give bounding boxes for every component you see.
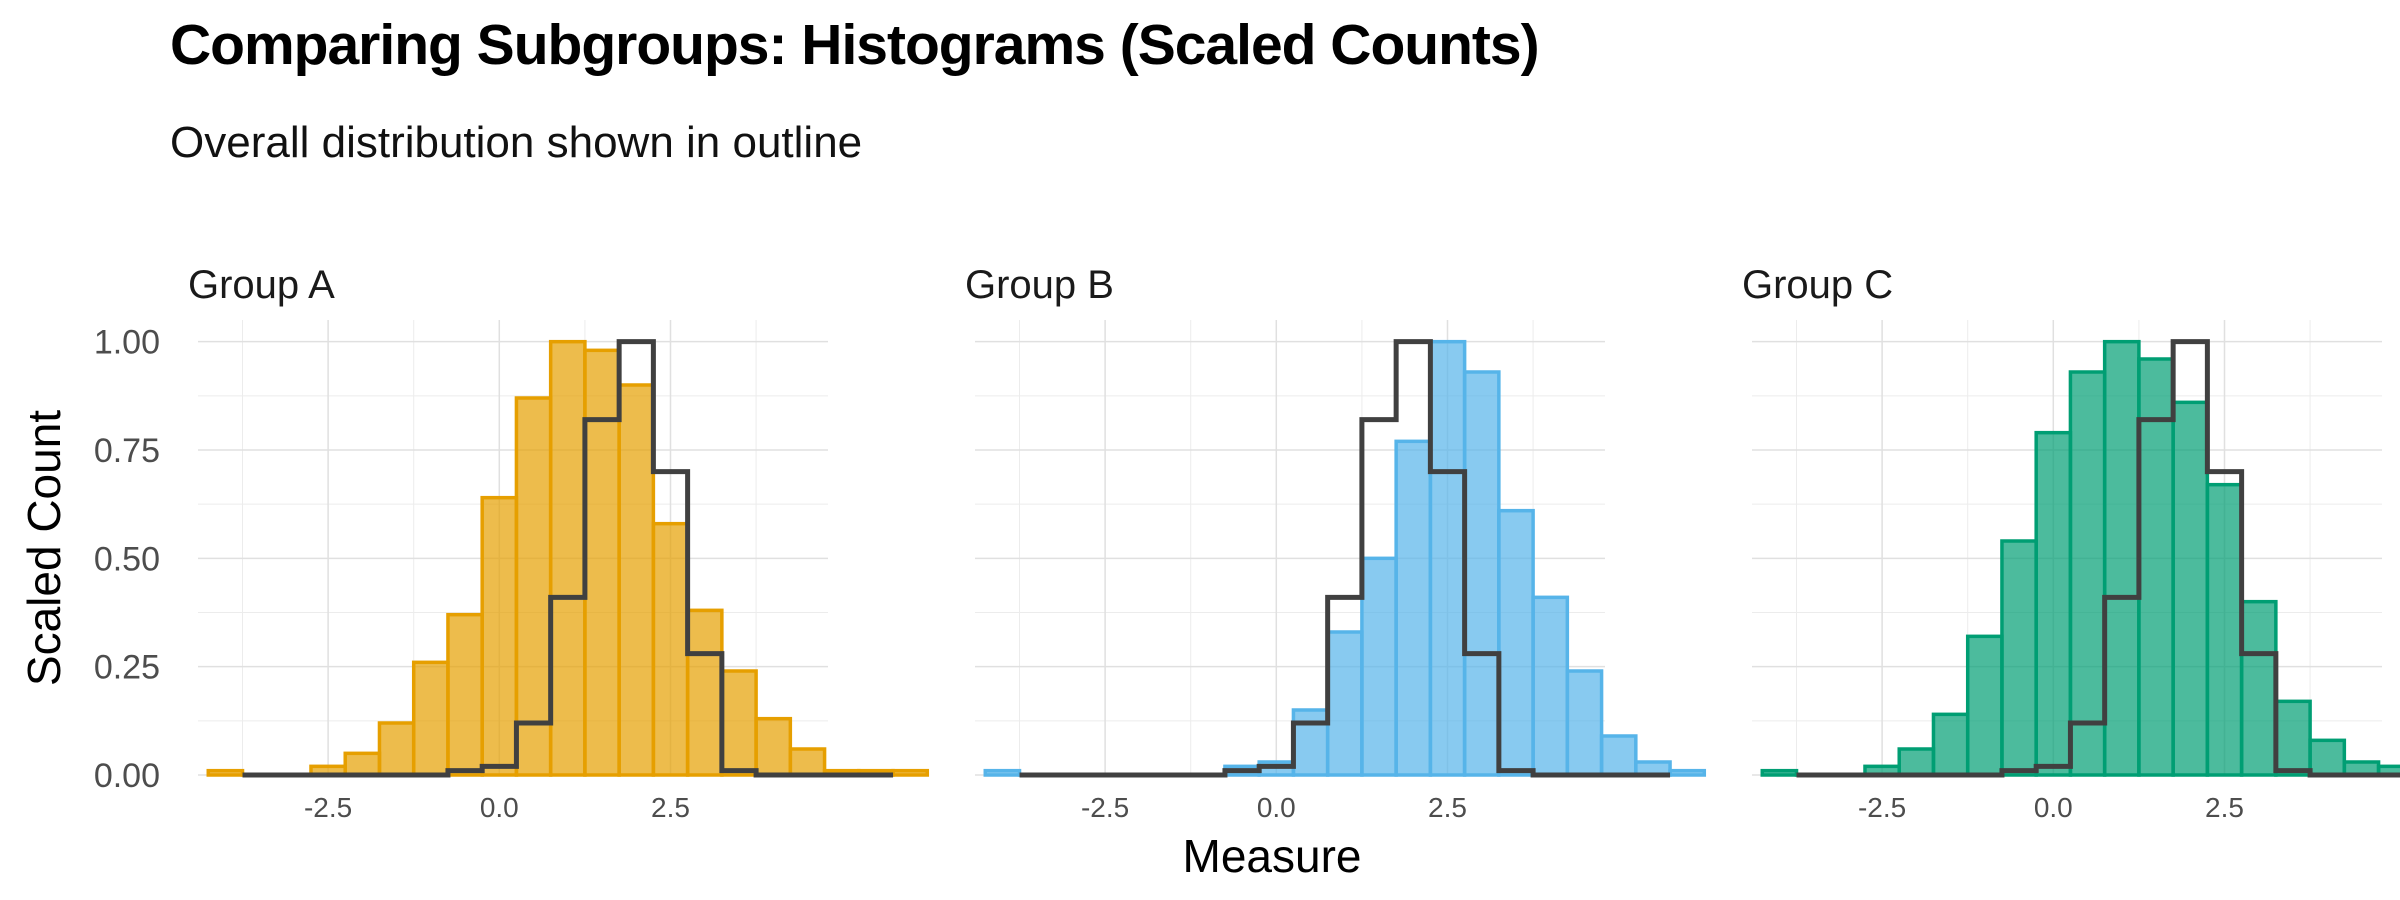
x-tick-label: -2.5 (1081, 792, 1129, 823)
histogram-bar (2205, 482, 2244, 777)
panel-title: Group C (1742, 263, 1893, 307)
y-tick-label: 1.00 (94, 324, 160, 362)
histogram-bar (480, 495, 519, 777)
histogram-bar (1531, 595, 1570, 777)
overall-outline (1796, 339, 2400, 778)
panel-title: Group B (965, 263, 1114, 307)
panel-2: Group B -2.5 0.0 2.5 (965, 263, 1707, 823)
histogram-bar (1668, 768, 1707, 777)
y-tick-label: 0.75 (94, 432, 160, 470)
histogram-bar (2068, 370, 2107, 777)
histogram-bar (651, 521, 690, 777)
histogram-bar (1325, 630, 1364, 777)
histogram-bar (754, 716, 793, 777)
histogram-bar (1565, 669, 1604, 777)
x-tick-label: -2.5 (304, 792, 352, 823)
y-tick-label: 0.50 (94, 540, 160, 578)
histogram-bar (583, 348, 621, 777)
panel-title: Group A (188, 263, 335, 307)
x-tick-label: 2.5 (1428, 792, 1467, 823)
chart-subtitle: Overall distribution shown in outline (170, 118, 863, 167)
x-tick-label: 0.0 (1257, 792, 1296, 823)
histogram-bar (2308, 738, 2347, 777)
overall-outline (1019, 339, 1671, 778)
histogram-bar (446, 612, 484, 777)
histogram-bar (1291, 708, 1330, 777)
histogram-bar (377, 721, 416, 777)
histogram-bar (983, 768, 1022, 777)
x-tick-label: 2.5 (2205, 792, 2244, 823)
panel-1: Group A -2.5 0.0 2.5 0.00 0.25 0.50 0.75 1.00 (94, 263, 930, 823)
x-tick-label: 0.0 (480, 792, 519, 823)
overall-outline (242, 339, 894, 778)
histogram-bar (2274, 699, 2312, 777)
y-tick-label: 0.25 (94, 649, 160, 687)
histogram-bar (2102, 339, 2141, 777)
x-tick-label: 0.0 (2034, 792, 2073, 823)
histogram-bar (2171, 400, 2210, 777)
histogram-bar (1462, 370, 1501, 777)
histogram-bar (411, 660, 450, 777)
histogram-bar (891, 768, 930, 777)
histogram-bar (1360, 556, 1398, 777)
histogram-bar (2239, 599, 2278, 777)
histogram-bar (514, 396, 553, 777)
x-tick-label: -2.5 (1858, 792, 1906, 823)
histogram-bar (1394, 439, 1433, 777)
histogram-bar (1497, 508, 1535, 777)
histogram-bar (1897, 747, 1936, 777)
y-tick-label: 0.00 (94, 757, 160, 795)
histogram-bar (1931, 712, 1970, 777)
histogram-bar (2000, 539, 2038, 777)
histogram-bar (1760, 768, 1799, 777)
histogram-bar (1965, 634, 2004, 777)
panel-3: Group C -2.5 0.0 2.5 (1742, 263, 2400, 823)
x-tick-label: 2.5 (651, 792, 690, 823)
histogram-bar (1428, 339, 1467, 777)
y-axis-title: Scaled Count (18, 410, 70, 686)
histogram-bar (788, 747, 827, 777)
histogram-bar (206, 768, 245, 777)
histogram-bar (1599, 734, 1638, 777)
histogram-bar (720, 669, 758, 777)
histogram-bar (548, 339, 587, 777)
histogram-bar (685, 608, 724, 777)
histogram-bar (2034, 430, 2073, 777)
x-axis-title: Measure (1183, 830, 1362, 882)
histogram-bar (617, 383, 656, 777)
histogram-bar (343, 751, 382, 777)
chart-title: Comparing Subgroups: Histograms (Scaled … (170, 13, 1540, 77)
